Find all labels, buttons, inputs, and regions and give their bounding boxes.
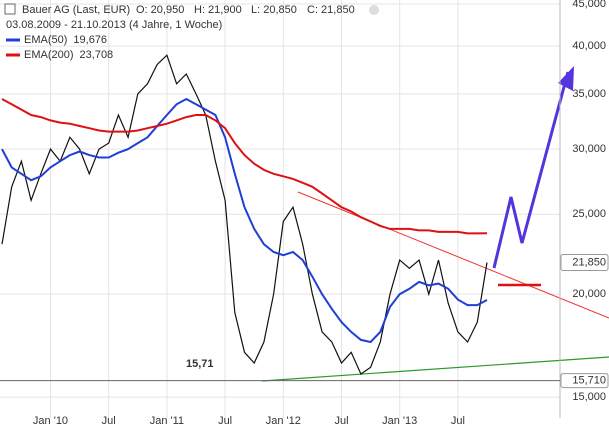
support-line	[261, 356, 609, 382]
plot	[1, 54, 488, 375]
low: L: 20,850	[251, 4, 297, 16]
y-tick-label: 40,000	[572, 40, 606, 52]
x-tick-label: Jul	[334, 415, 348, 427]
x-tick-label: Jan '13	[382, 415, 417, 427]
x-tick-label: Jul	[451, 415, 465, 427]
close: C: 21,850	[307, 4, 355, 16]
x-tick-label: Jul	[218, 415, 232, 427]
legend-name: EMA(200)	[24, 49, 74, 61]
resistance-line	[297, 191, 609, 319]
last-price-label: 21,850	[572, 256, 606, 268]
x-tick-label: Jan '10	[33, 415, 68, 427]
grid	[0, 0, 560, 418]
legend-value: 19,676	[73, 34, 107, 46]
subtitle: 03.08.2009 - 21.10.2013 (4 Jahre, 1 Woch…	[6, 19, 222, 31]
y-tick-label: 25,000	[572, 208, 606, 220]
info-icon[interactable]	[369, 5, 379, 15]
legend: EMA(50) 19,676 EMA(200) 23,708	[6, 34, 113, 61]
series-line	[1, 54, 488, 375]
high: H: 21,900	[194, 4, 242, 16]
x-tick-label: Jan '11	[150, 415, 184, 427]
x-tick-label: Jan '12	[266, 415, 301, 427]
low-label: 15,710	[572, 374, 606, 386]
chart-title: Bauer AG (Last, EUR)	[22, 4, 130, 16]
y-tick-label: 45,000	[572, 0, 606, 10]
x-tick-label: Jul	[102, 415, 116, 427]
icon	[4, 3, 16, 15]
low-label-box	[560, 373, 609, 389]
last-price-box	[560, 254, 609, 272]
low-annotation: 15,71	[186, 358, 214, 370]
series-line	[1, 98, 488, 235]
open: O: 20,950	[136, 4, 184, 16]
forecast-arrow	[492, 71, 570, 269]
y-tick-label: 20,000	[572, 288, 606, 300]
y-tick-label: 15,000	[572, 391, 606, 403]
series-line	[1, 97, 488, 344]
y-tick-label: 35,000	[572, 88, 606, 100]
legend-value: 23,708	[80, 49, 114, 61]
arrow-head	[558, 66, 574, 91]
legend-name: EMA(50)	[24, 34, 67, 46]
y-tick-label: 30,000	[572, 143, 606, 155]
